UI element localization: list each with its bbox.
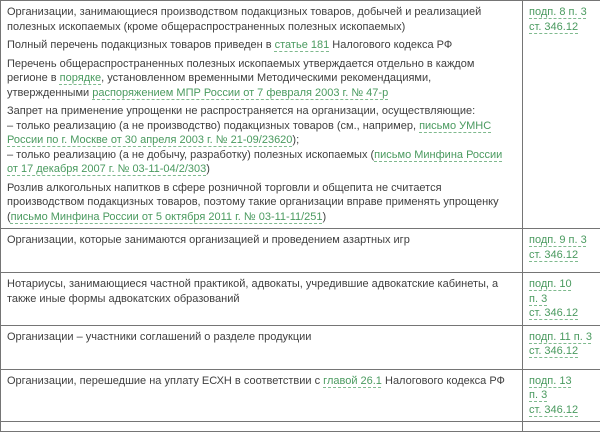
table-row: Организации, которые занимаются организа… [1,229,600,273]
reference-link[interactable]: подп. 8 п. 3 ст. 346.12 [529,6,587,33]
inline-link-mpr-order[interactable]: распоряжением МПР России от 7 февраля 20… [92,87,388,99]
text-run: ); [292,134,299,146]
paragraph: Организации, перешедшие на уплату ЕСХН в… [7,374,516,389]
paragraph: Перечень общераспространенных полезных и… [7,57,516,101]
paragraph: Запрет на применение упрощенки не распро… [7,104,516,177]
reference-cell: подп. 13 п. 3 ст. 346.12 [523,369,600,422]
text-run: ) [206,163,210,175]
paragraph: Розлив алкогольных напитков в сфере розн… [7,181,516,225]
text-run: Организации – участники соглашений о раз… [7,331,311,343]
inline-link-article-181[interactable]: статье 181 [275,39,330,51]
text-run: – только реализацию (а не производство) … [7,120,419,132]
text-run: Организации, занимающиеся производством … [7,6,481,33]
inline-link-minfin-letter-2011[interactable]: письмо Минфина России от 5 октября 2011 … [11,211,323,223]
text-run: Организации, которые занимаются организа… [7,234,410,246]
paragraph: Организации, занимающиеся производством … [7,5,516,34]
paragraph: Полный перечень подакцизных товаров прив… [7,38,516,53]
paragraph: Организации, которые занимаются организа… [7,233,516,248]
reference-cell: подп. 9 п. 3 ст. 346.12 [523,229,600,273]
reference-link[interactable]: подп. 13 п. 3 ст. 346.12 [529,375,578,416]
table-row: Организации, перешедшие на уплату ЕСХН в… [1,369,600,422]
reference-cell: подп. 11 п. 3 ст. 346.12 [523,325,600,369]
text-run: Налогового кодекса РФ [382,375,505,387]
description-cell: Организации – участники соглашений о раз… [1,325,523,369]
description-cell: Организации, которые занимаются организа… [1,229,523,273]
text-run: ) [323,211,327,223]
table-row: Организации, занимающиеся производством … [1,1,600,229]
table-row-partial [1,422,600,432]
reference-link[interactable]: подп. 11 п. 3 ст. 346.12 [529,331,592,358]
reference-cell [523,422,600,432]
inline-link-chapter-26-1[interactable]: главой 26.1 [323,375,382,387]
text-run: – только реализацию (а не добычу, разраб… [7,149,374,161]
paragraph: Организации – участники соглашений о раз… [7,330,516,345]
description-cell: Организации, перешедшие на уплату ЕСХН в… [1,369,523,422]
text-run: Полный перечень подакцизных товаров прив… [7,39,275,51]
description-cell: Организации, занимающиеся производством … [1,1,523,229]
table-row: Нотариусы, занимающиеся частной практико… [1,273,600,326]
reference-link[interactable]: подп. 9 п. 3 ст. 346.12 [529,234,587,261]
reference-cell: подп. 8 п. 3 ст. 346.12 [523,1,600,229]
reference-link[interactable]: подп. 10 п. 3 ст. 346.12 [529,278,578,319]
text-run: Налогового кодекса РФ [329,39,452,51]
table-row: Организации – участники соглашений о раз… [1,325,600,369]
text-run: Нотариусы, занимающиеся частной практико… [7,278,498,305]
text-run: Запрет на применение упрощенки не распро… [7,105,475,117]
description-cell [1,422,523,432]
text-run: Организации, перешедшие на уплату ЕСХН в… [7,375,323,387]
inline-link-poryadke[interactable]: порядке [60,72,102,84]
paragraph: Нотариусы, занимающиеся частной практико… [7,277,516,306]
reference-cell: подп. 10 п. 3 ст. 346.12 [523,273,600,326]
description-cell: Нотариусы, занимающиеся частной практико… [1,273,523,326]
